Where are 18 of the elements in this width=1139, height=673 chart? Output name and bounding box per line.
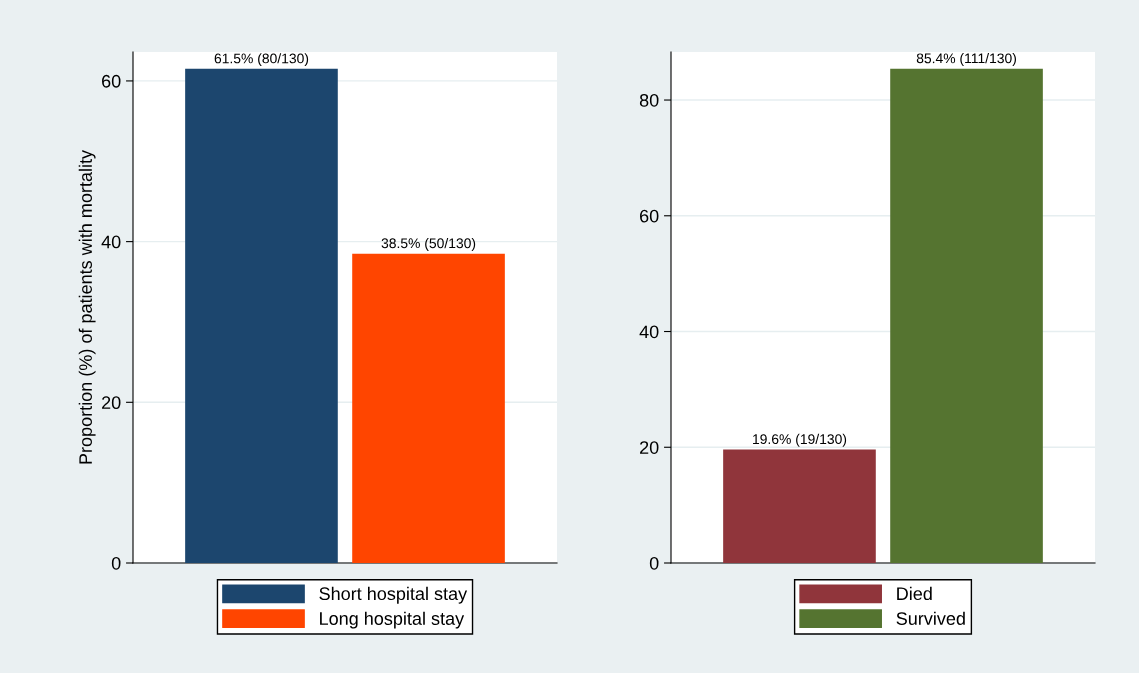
y-tick-label: 80 xyxy=(639,93,659,107)
data-label: 38.5% (50/130) xyxy=(381,237,476,251)
y-axis-title: Proportion (%) of patients with mortality xyxy=(78,149,96,464)
y-tick-label: 60 xyxy=(640,209,659,223)
legend-label: Died xyxy=(897,586,932,601)
y-tick-label: 20 xyxy=(640,441,659,454)
y-tick-label: 40 xyxy=(101,235,121,249)
data-label: 85.4% (111/130) xyxy=(916,53,1016,66)
y-tick-label: 20 xyxy=(102,396,121,410)
legend-label: Long hospital stay xyxy=(320,611,465,629)
legend-label: Short hospital stay xyxy=(319,586,468,604)
y-tick-label: 40 xyxy=(639,325,659,339)
y-tick-label: 0 xyxy=(649,556,659,570)
data-label: 61.5% (80/130) xyxy=(214,53,309,67)
y-tick-label: 60 xyxy=(102,74,121,88)
data-label: 19.6% (19/130) xyxy=(753,433,847,447)
legend-label: Survived xyxy=(896,611,965,625)
y-tick-label: 0 xyxy=(111,556,121,570)
